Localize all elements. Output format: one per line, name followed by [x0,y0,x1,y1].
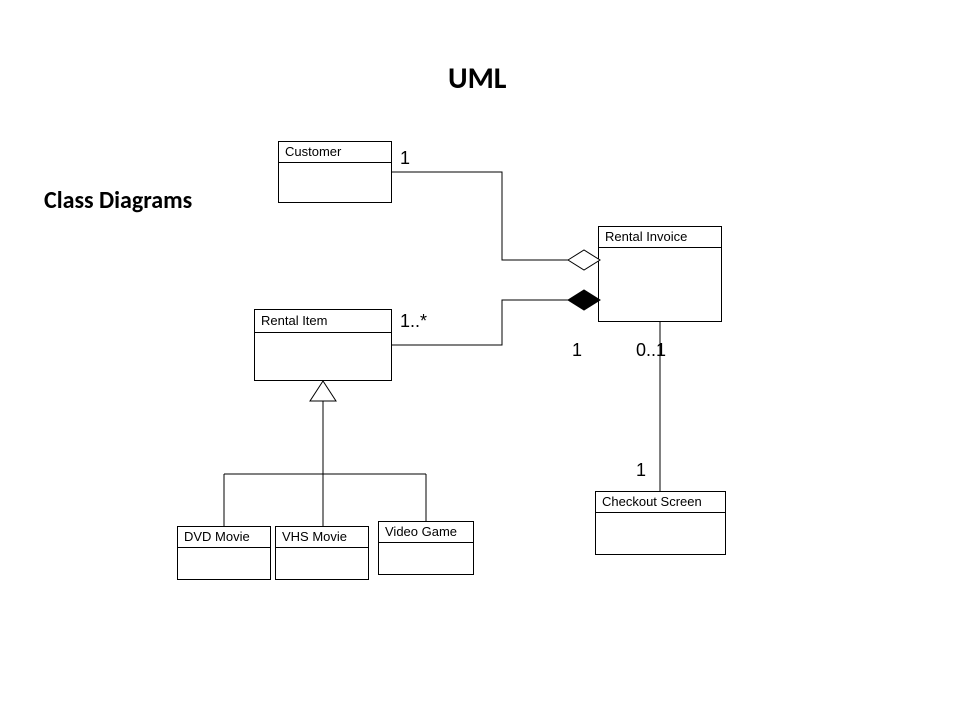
section-subtitle: Class Diagrams [44,186,192,215]
page-title: UML [448,60,507,97]
class-checkout-screen: Checkout Screen [595,491,726,555]
class-video-game: Video Game [378,521,474,575]
class-customer: Customer [278,141,392,203]
class-vhs-movie: VHS Movie [275,526,369,580]
class-vhs-movie-label: VHS Movie [276,527,368,548]
class-rental-invoice-label: Rental Invoice [599,227,721,248]
class-dvd-movie-label: DVD Movie [178,527,270,548]
class-rental-invoice: Rental Invoice [598,226,722,322]
class-customer-label: Customer [279,142,391,163]
class-dvd-movie: DVD Movie [177,526,271,580]
class-rental-item-label: Rental Item [255,310,391,333]
multiplicity-customer: 1 [400,148,410,169]
multiplicity-invoice-checkout-top: 0..1 [636,340,666,361]
multiplicity-invoice-side: 1 [572,340,582,361]
class-rental-item: Rental Item [254,309,392,381]
diagram-connectors [0,0,960,720]
class-checkout-screen-label: Checkout Screen [596,492,725,513]
class-video-game-label: Video Game [379,522,473,543]
multiplicity-rental-item: 1..* [400,311,427,332]
multiplicity-invoice-checkout-bottom: 1 [636,460,646,481]
